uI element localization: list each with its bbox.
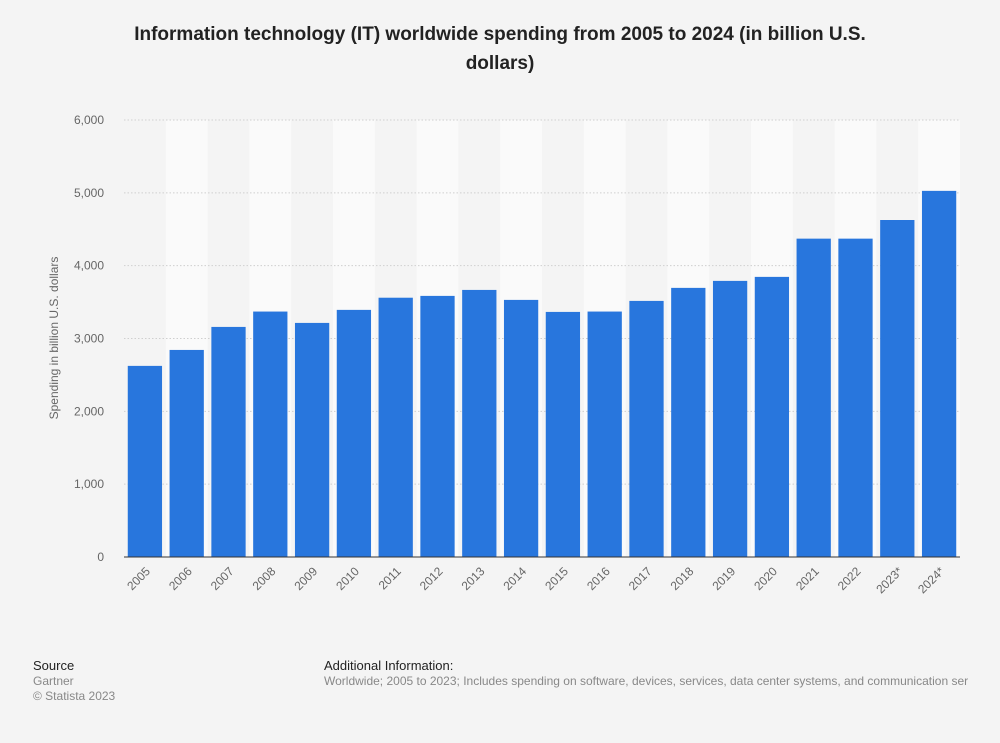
x-tick-label: 2023* (873, 564, 905, 596)
x-tick-label: 2014 (500, 564, 529, 593)
y-tick-label: 5,000 (74, 186, 104, 200)
bar (420, 295, 455, 557)
x-tick-label: 2019 (709, 564, 738, 593)
x-tick-label: 2006 (166, 564, 195, 593)
bar (671, 287, 706, 557)
x-tick-label: 2008 (250, 564, 279, 593)
x-tick-label: 2015 (542, 564, 571, 593)
x-tick-label: 2005 (124, 564, 153, 593)
bar (378, 297, 413, 557)
x-tick-label: 2018 (668, 564, 697, 593)
y-tick-label: 6,000 (74, 113, 104, 127)
bar (169, 349, 204, 557)
x-tick-label: 2016 (584, 564, 613, 593)
y-tick-label: 1,000 (74, 477, 104, 491)
bar (587, 311, 622, 557)
bar (545, 311, 581, 557)
info-block: Additional Information: Worldwide; 2005 … (324, 658, 1000, 689)
info: Worldwide; 2005 to 2023; Includes spendi… (324, 674, 969, 688)
x-tick-label: 2010 (333, 564, 362, 593)
bar (712, 280, 748, 557)
y-tick-label: 2,000 (74, 404, 104, 418)
x-tick-label: 2013 (459, 564, 488, 593)
info-heading: Additional Information: (324, 658, 454, 673)
bar (503, 299, 539, 557)
source-heading: Source (33, 658, 75, 673)
bar (294, 322, 330, 557)
bar (462, 289, 497, 557)
x-tick-label: 2017 (626, 564, 655, 593)
x-tick-label: 2022 (835, 564, 864, 593)
x-tick-label: 2020 (751, 564, 780, 593)
copyright: © Statista 2023 (33, 689, 116, 703)
x-tick-label: 2007 (208, 564, 237, 593)
bar (921, 190, 957, 558)
bar (838, 238, 873, 557)
x-tick-label: 2009 (291, 564, 320, 593)
bar (336, 309, 372, 557)
bar (211, 326, 246, 557)
source: Gartner (33, 674, 74, 688)
chart: Information technology (IT) worldwide sp… (47, 24, 960, 596)
chart-title: Information technology (IT) worldwide sp… (134, 24, 866, 74)
bar (629, 300, 664, 557)
source-block: Source Gartner © Statista 2023 (33, 658, 115, 704)
y-tick-label: 3,000 (74, 332, 104, 346)
bar (754, 276, 790, 557)
bar (880, 220, 915, 557)
y-tick-label: 4,000 (74, 259, 104, 273)
x-tick-label: 2024* (915, 564, 947, 596)
bar (253, 311, 288, 557)
x-tick-label: 2011 (376, 564, 404, 592)
bar (127, 365, 163, 557)
x-tick-label: 2021 (793, 564, 822, 593)
y-axis-title: Spending in billion U.S. dollars (47, 257, 61, 420)
bar (796, 238, 831, 557)
y-tick-label: 0 (97, 550, 104, 564)
x-tick-label: 2012 (417, 564, 446, 593)
